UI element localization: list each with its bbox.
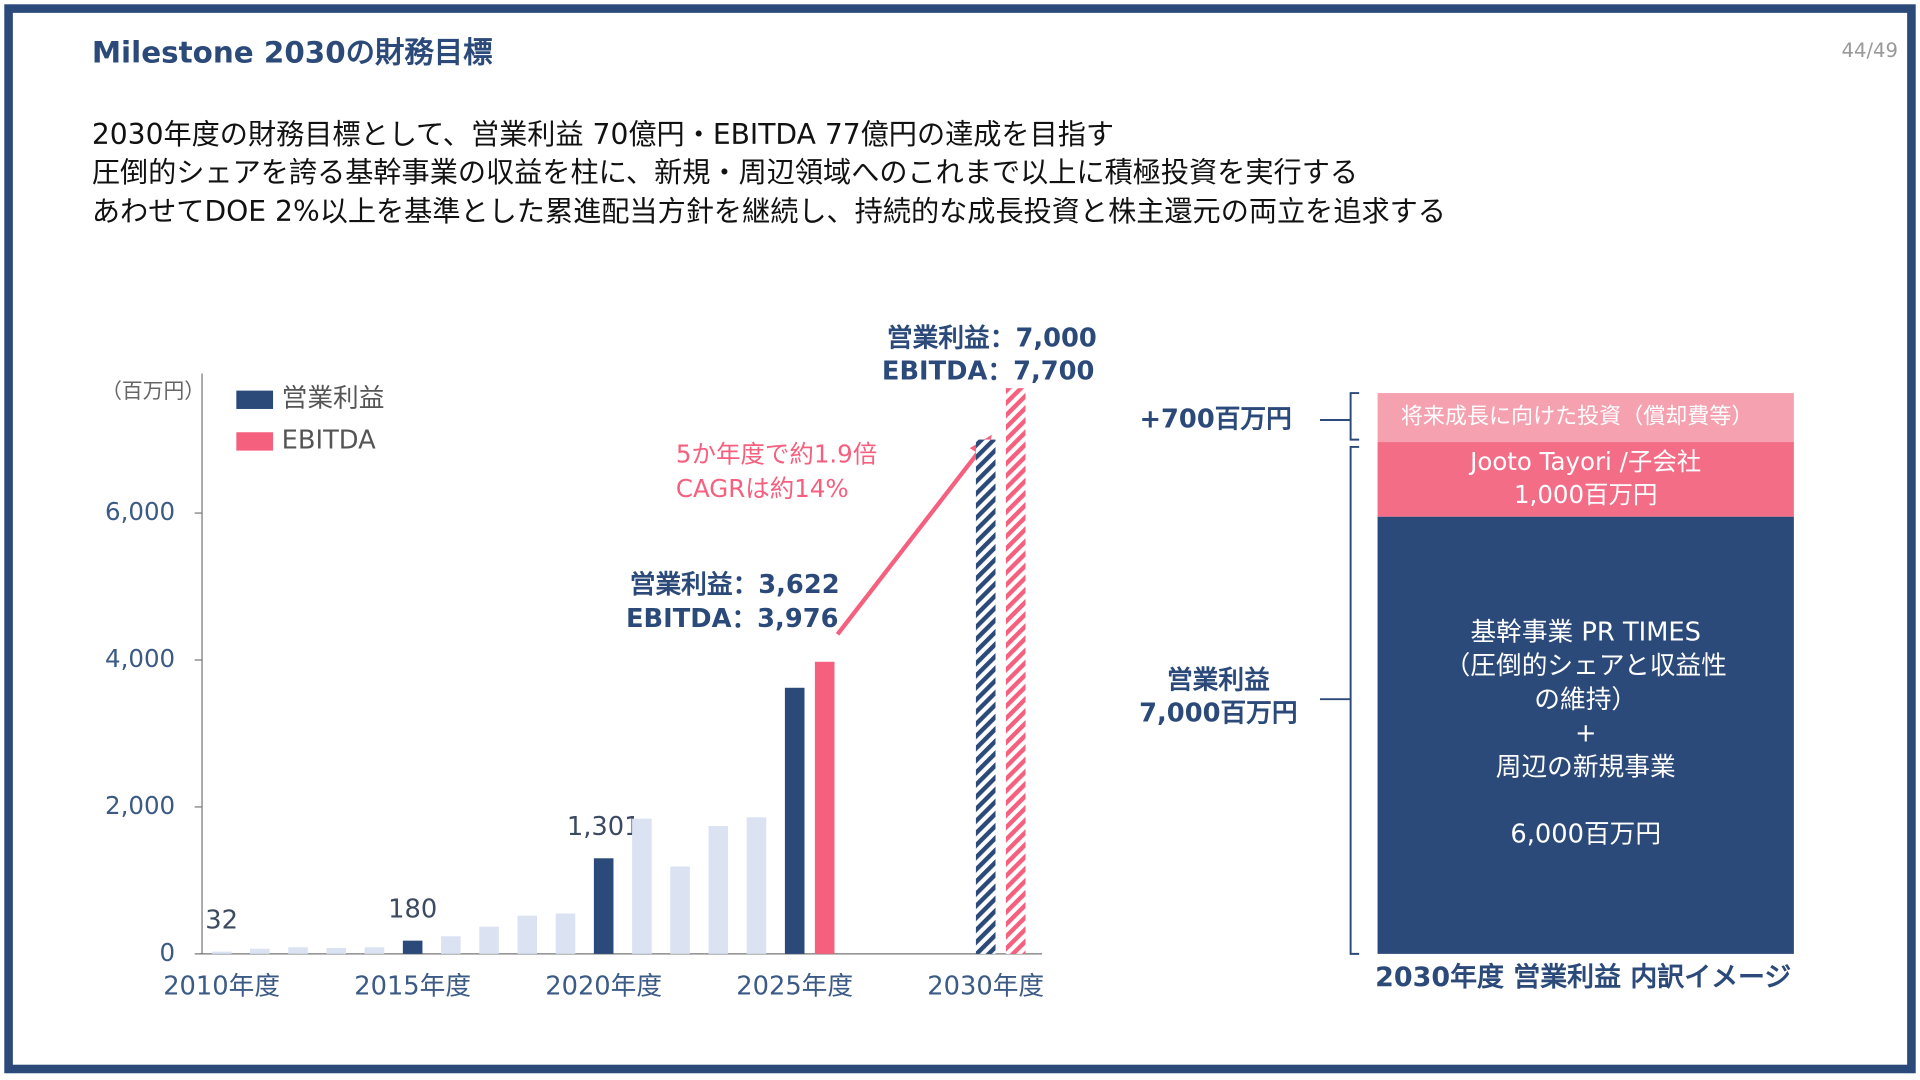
y-axis-label: （百万円） <box>101 379 205 403</box>
bar <box>593 858 614 954</box>
slide-title: Milestone 2030の財務目標 <box>92 35 493 69</box>
x-tick-label: 2025年度 <box>736 971 853 1001</box>
bar <box>814 661 835 954</box>
y-tick-label: 0 <box>160 938 176 967</box>
segment-label: （圧倒的シェアと収益性 <box>1445 651 1727 681</box>
bracket-label: 営業利益 <box>1167 665 1270 695</box>
chart: （百万円） 営業利益：3,622 EBITDA：3,976 営業利益：7,000… <box>101 324 1097 1002</box>
x-tick-label: 2015年度 <box>354 971 471 1001</box>
x-tick-label: 2020年度 <box>545 971 662 1001</box>
segment-label: Jooto Tayori /子会社 <box>1468 447 1701 476</box>
bar <box>555 913 576 954</box>
bar <box>784 687 805 954</box>
segment-label: + <box>1575 719 1597 749</box>
bar <box>708 826 729 954</box>
legend-swatch <box>236 432 274 451</box>
bar <box>211 951 232 954</box>
segment-label: 周辺の新規事業 <box>1496 752 1676 782</box>
segment <box>1377 393 1794 443</box>
bracket <box>1320 445 1360 955</box>
segment-label: 基幹事業 PR TIMES <box>1470 618 1701 648</box>
legend-swatch <box>236 390 274 409</box>
bar <box>364 947 385 954</box>
segment-label: の維持） <box>1534 685 1637 715</box>
bar <box>402 940 423 954</box>
body-line: あわせてDOE 2%以上を基準とした累進配当方針を継続し、持続的な成長投資と株主… <box>92 195 1446 228</box>
bar <box>479 926 499 954</box>
bar <box>250 948 270 954</box>
growth-arrow <box>835 449 982 636</box>
value-label: 1,301 <box>567 812 641 842</box>
legend-label: EBITDA <box>282 425 376 455</box>
bracket-label: +700百万円 <box>1140 405 1292 435</box>
annotation: CAGRは約14% <box>676 474 849 503</box>
value-label: 32 <box>205 905 238 935</box>
bracket-label: 7,000百万円 <box>1139 698 1297 728</box>
segment <box>1377 442 1794 517</box>
annotation: EBITDA：3,976 <box>626 604 838 634</box>
brackets <box>1320 392 1360 955</box>
bar <box>1005 388 1026 954</box>
breakdown-caption: 2030年度 営業利益 内訳イメージ <box>1375 961 1791 993</box>
y-tick-label: 4,000 <box>105 644 175 673</box>
annotation: 営業利益：7,000 <box>887 324 1097 354</box>
annotation: EBITDA：7,700 <box>882 357 1094 387</box>
y-tick-label: 2,000 <box>105 791 175 820</box>
body-line: 2030年度の財務目標として、営業利益 70億円・EBITDA 77億円の達成を… <box>92 118 1114 151</box>
page-number: 44/49 <box>1842 39 1898 62</box>
bar <box>326 948 347 954</box>
bar <box>517 915 538 954</box>
segment <box>1377 516 1794 954</box>
value-label: 180 <box>388 895 437 925</box>
legend-label: 営業利益 <box>282 384 385 414</box>
bar <box>632 818 652 954</box>
breakdown: 将来成長に向けた投資（償却費等） Jooto Tayori /子会社 1,000… <box>1139 392 1794 993</box>
body-line: 圧倒的シェアを誇る基幹事業の収益を柱に、新規・周辺領域へのこれまで以上に積極投資… <box>92 156 1358 189</box>
bar <box>746 817 767 954</box>
bar <box>670 866 690 954</box>
y-tick-label: 6,000 <box>105 497 175 526</box>
annotation: 営業利益：3,622 <box>630 570 840 600</box>
bar <box>288 947 308 954</box>
annotation: 5か年度で約1.9倍 <box>676 440 877 469</box>
segment-label: 1,000百万円 <box>1514 480 1657 509</box>
bar <box>441 936 461 954</box>
x-tick-label: 2010年度 <box>163 971 280 1001</box>
bracket <box>1320 392 1360 441</box>
x-tick-label: 2030年度 <box>927 971 1044 1001</box>
bar <box>975 439 996 954</box>
segment-label: 6,000百万円 <box>1510 820 1661 850</box>
segment-label: 将来成長に向けた投資（償却費等） <box>1401 405 1754 430</box>
